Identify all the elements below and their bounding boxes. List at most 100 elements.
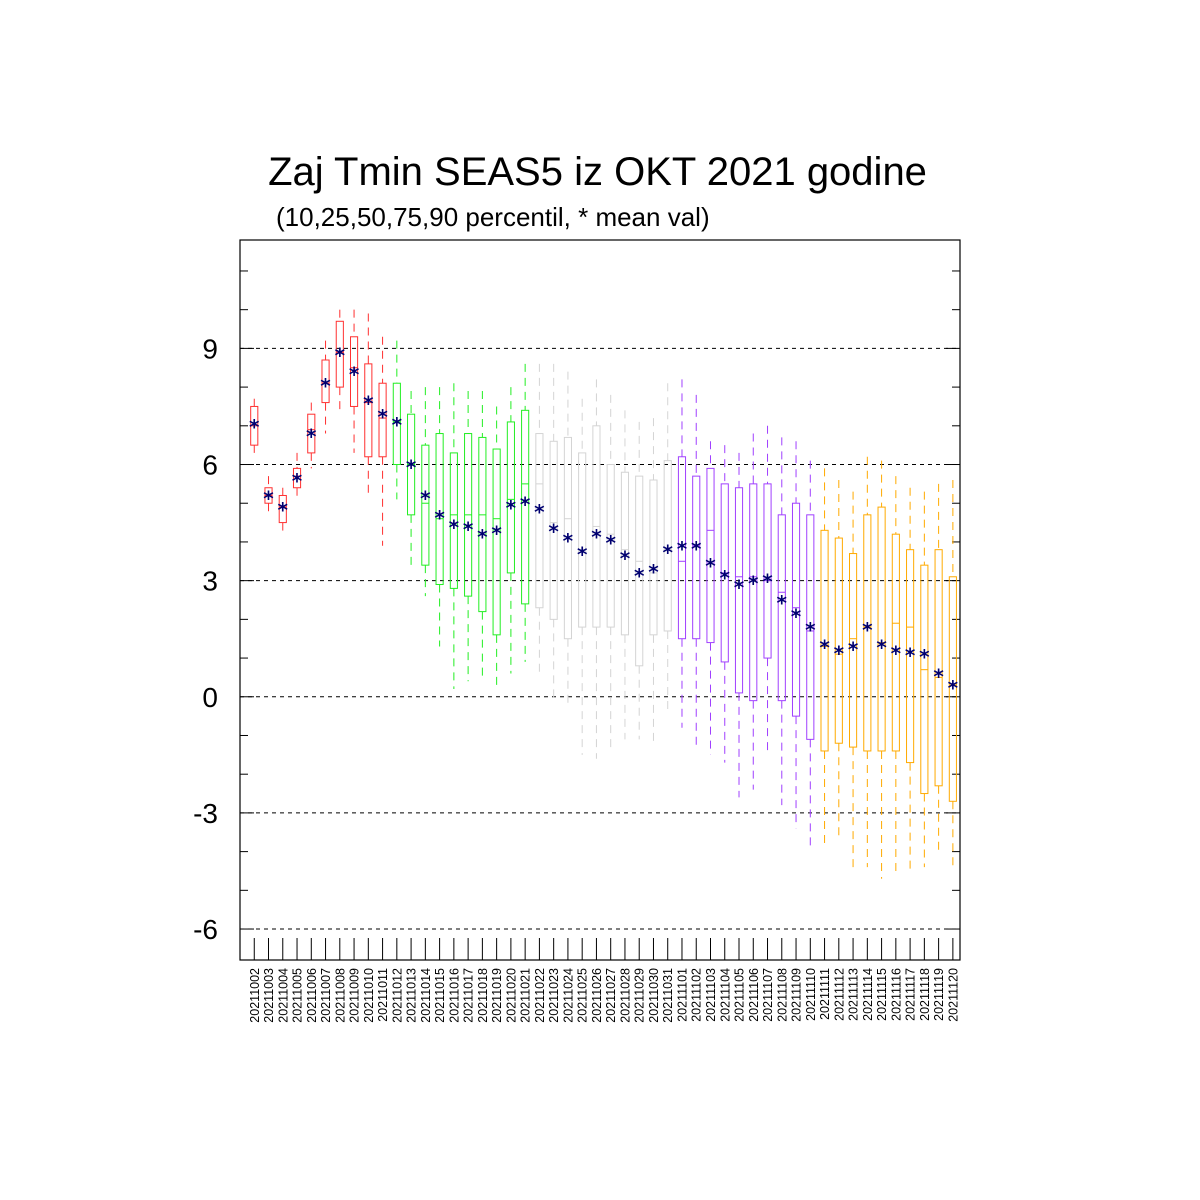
box <box>920 564 929 795</box>
mean-marker: * <box>748 572 759 596</box>
mean-marker: * <box>634 564 645 588</box>
box <box>307 413 316 454</box>
x-tick-label: 20211107 <box>761 968 775 1022</box>
x-tick-label: 20211031 <box>661 968 675 1023</box>
y-tick-label: 0 <box>202 682 218 713</box>
x-tick-label: 20211006 <box>305 968 319 1023</box>
box <box>777 514 786 702</box>
mean-marker: * <box>506 496 517 520</box>
mean-marker: * <box>905 643 916 667</box>
mean-marker: * <box>349 363 360 387</box>
mean-marker: * <box>292 469 303 493</box>
box <box>791 502 801 717</box>
box <box>563 436 572 640</box>
mean-marker: * <box>862 618 873 642</box>
x-tick-label: 20211110 <box>804 968 818 1021</box>
mean-marker: * <box>734 576 745 600</box>
mean-marker: * <box>805 618 816 642</box>
x-tick-label: 20211004 <box>276 968 290 1023</box>
x-tick-label: 20211025 <box>576 968 590 1023</box>
box <box>435 433 444 586</box>
x-tick-label: 20211105 <box>733 968 747 1022</box>
mean-marker: * <box>491 521 502 545</box>
box <box>948 576 957 802</box>
box <box>278 494 287 524</box>
x-tick-label: 20211015 <box>433 968 447 1023</box>
mean-marker: * <box>306 425 317 449</box>
y-tick-label: -6 <box>193 914 218 945</box>
x-tick-label: 20211003 <box>262 968 276 1023</box>
box <box>806 514 815 740</box>
x-tick-label: 20211113 <box>847 968 861 1021</box>
box <box>378 382 387 458</box>
chart-title: Zaj Tmin SEAS5 iz OKT 2021 godine <box>268 150 927 194</box>
box <box>492 448 501 636</box>
x-tick-label: 20211116 <box>889 968 903 1021</box>
tick-labels: 9 6 3 0 -3 -6 20211002 20211003 20211004 20211005… <box>193 333 960 1022</box>
x-tick-label: 20211014 <box>419 968 433 1023</box>
mean-marker: * <box>648 560 659 584</box>
mean-marker: * <box>577 543 588 567</box>
x-tick-label: 20211109 <box>790 968 804 1022</box>
x-tick-label: 20211114 <box>861 968 875 1021</box>
mean-marker: * <box>677 537 688 561</box>
box <box>834 537 843 744</box>
x-tick-label: 20211030 <box>647 968 661 1023</box>
mean-marker: * <box>434 506 445 530</box>
x-tick-label: 20211023 <box>547 968 561 1023</box>
mean-marker: * <box>705 554 716 578</box>
mean-marker: * <box>591 525 602 549</box>
mean-marker: * <box>834 641 845 665</box>
box <box>421 444 430 566</box>
mean-marker: * <box>848 637 859 661</box>
mean-marker: * <box>534 500 545 524</box>
x-tick-label: 20211104 <box>718 968 732 1022</box>
box <box>692 475 701 640</box>
x-tick-label: 20211013 <box>405 968 419 1023</box>
mean-marker: * <box>662 541 673 565</box>
x-tick-label: 20211024 <box>561 968 575 1023</box>
mean-marker: * <box>819 636 830 660</box>
box <box>535 433 544 609</box>
box <box>849 553 858 748</box>
box <box>321 359 330 404</box>
x-tick-label: 20211108 <box>775 968 789 1022</box>
x-tick-label: 20211106 <box>747 968 761 1022</box>
mean-marker: * <box>335 343 346 367</box>
x-tick-label: 20211028 <box>618 968 632 1023</box>
mean-marker: * <box>278 498 289 522</box>
x-tick-label: 20211018 <box>476 968 490 1023</box>
box <box>649 479 658 636</box>
chart-subtitle: (10,25,50,75,90 percentil, * mean val) <box>276 202 710 232</box>
mean-marker: * <box>420 486 431 510</box>
x-tick-label: 20211029 <box>633 968 647 1023</box>
box <box>478 436 487 613</box>
box <box>620 471 630 636</box>
box <box>635 475 644 667</box>
box <box>506 421 515 574</box>
mean-marker: * <box>363 392 374 416</box>
mean-marker: * <box>249 415 260 439</box>
box <box>364 363 373 458</box>
x-tick-label: 20211009 <box>348 968 362 1023</box>
x-tick-label: 20211119 <box>932 968 946 1021</box>
x-tick-label: 20211111 <box>818 968 832 1020</box>
box <box>934 549 943 787</box>
x-tick-label: 20211102 <box>690 968 704 1022</box>
mean-marker: * <box>691 537 702 561</box>
mean-marker: * <box>463 517 474 541</box>
y-tick-label: 3 <box>202 566 218 597</box>
box <box>663 460 672 632</box>
box <box>763 483 772 659</box>
mean-markers: ** ******** **** * * * ** * ** *** *** ** * ** * * * ****… <box>249 343 959 700</box>
box <box>449 452 458 589</box>
box <box>335 320 344 388</box>
x-tick-label: 20211010 <box>362 968 376 1023</box>
x-tick-label: 20211026 <box>590 968 604 1023</box>
mean-marker: * <box>933 665 944 689</box>
x-tick-label: 20211021 <box>519 968 533 1023</box>
mean-marker: * <box>477 525 488 549</box>
box <box>863 514 872 752</box>
box <box>549 440 558 620</box>
mean-marker: * <box>762 570 773 594</box>
